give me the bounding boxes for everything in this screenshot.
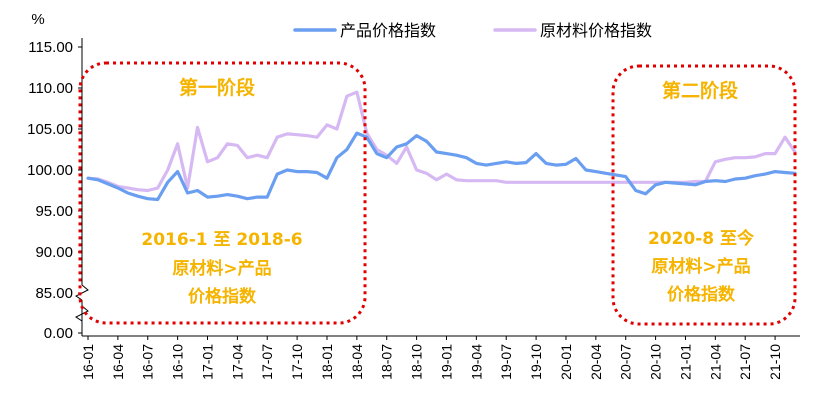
- x-tick-label: 16-07: [140, 344, 156, 380]
- x-tick-label: 19-01: [438, 344, 454, 380]
- x-tick-label: 19-10: [528, 344, 544, 380]
- x-tick-label: 16-01: [80, 344, 96, 380]
- x-tick-label: 17-10: [289, 344, 305, 380]
- x-tick-label: 20-07: [618, 344, 634, 380]
- x-tick-label: 16-10: [170, 344, 186, 380]
- phase1-line1: 2016-1 至 2018-6: [141, 230, 302, 250]
- y-tick-label: 110.00: [28, 80, 73, 97]
- phase2-title: 第二阶段: [662, 79, 739, 102]
- phase1-title: 第一阶段: [179, 76, 256, 99]
- y-axis: % 115.00 110.00 105.00 100.00 95.00 90.00 85.00…: [27, 11, 89, 342]
- y-unit-label: %: [31, 11, 44, 28]
- y-tick-label: 0.00: [44, 325, 73, 342]
- y-tick-label: 95.00: [35, 203, 73, 220]
- y-tick-label: 85.00: [35, 285, 73, 302]
- x-tick-label: 18-10: [409, 344, 425, 380]
- series-layer: [86, 90, 797, 202]
- x-tick-label: 17-07: [259, 344, 275, 380]
- y-tick-label: 90.00: [35, 244, 73, 261]
- phase2-line2: 原材料>产品: [651, 256, 750, 277]
- x-tick-label: 21-04: [707, 344, 723, 380]
- x-tick-label: 21-07: [737, 344, 753, 380]
- y-tick-label: 105.00: [27, 121, 73, 138]
- phase1-line3: 价格指数: [188, 286, 257, 307]
- x-tick-label: 17-01: [199, 344, 215, 380]
- axis-break-mark: [75, 305, 89, 322]
- x-tick-label: 20-01: [558, 344, 574, 380]
- x-tick-label: 18-07: [379, 344, 395, 380]
- phase2-line3: 价格指数: [667, 284, 736, 305]
- phase1-line2: 原材料>产品: [172, 258, 271, 279]
- y-tick-label: 100.00: [27, 162, 73, 179]
- phase2-box: [611, 64, 797, 326]
- x-tick-label: 18-01: [319, 344, 335, 380]
- x-axis: 16-01 16-04 16-07 16-10 17-01 17-04 17-07 17-10…: [80, 335, 800, 380]
- x-tick-label: 20-10: [648, 344, 664, 380]
- legend-label-raw-material: 原材料价格指数: [540, 21, 652, 40]
- x-tick-label: 21-01: [677, 344, 693, 380]
- x-tick-label: 19-04: [468, 344, 484, 380]
- x-tick-label: 21-10: [767, 344, 783, 380]
- legend-label-product: 产品价格指数: [340, 21, 436, 40]
- series-line-raw-material: [86, 90, 797, 193]
- phase2-line1: 2020-8 至今: [648, 228, 754, 249]
- phase1-box: [78, 61, 367, 325]
- series-line-product: [86, 131, 797, 202]
- y-tick-label: 115.00: [28, 39, 73, 56]
- x-tick-label: 17-04: [229, 344, 245, 380]
- x-tick-label: 19-07: [498, 344, 514, 380]
- legend: 产品价格指数 原材料价格指数: [293, 21, 652, 40]
- x-tick-label: 16-04: [110, 344, 126, 380]
- x-tick-label: 18-04: [349, 344, 365, 380]
- x-tick-label: 20-04: [588, 344, 604, 380]
